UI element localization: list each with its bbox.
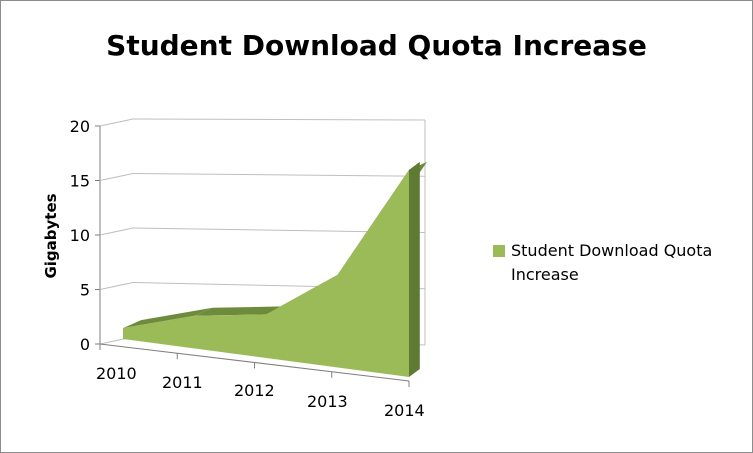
y-tick-label: 20 (70, 117, 90, 136)
y-axis-title: Gigabytes (42, 193, 60, 278)
x-tick-label: 2014 (384, 401, 425, 420)
legend-label: Student Download Quota Increase (511, 241, 713, 284)
gridline (132, 118, 426, 121)
legend: Student Download Quota Increase (493, 239, 733, 287)
chart-title: Student Download Quota Increase (106, 29, 647, 62)
y-tick-label: 15 (70, 172, 90, 191)
gridline-side (99, 173, 134, 181)
area-top-surface (123, 307, 213, 329)
legend-swatch (493, 245, 505, 257)
area-series (123, 169, 409, 377)
x-tick-label: 2013 (307, 392, 348, 411)
gridline-side (99, 227, 134, 236)
area-top-surface (194, 306, 284, 316)
y-tick-label: 0 (80, 335, 90, 354)
gridline-side (99, 118, 134, 127)
x-tick-label: 2010 (96, 364, 137, 383)
y-tick-label: 5 (80, 281, 90, 300)
gridline-side (99, 282, 134, 290)
area-side-face (409, 161, 420, 377)
y-tick-label: 10 (70, 226, 90, 245)
x-tick-label: 2011 (162, 373, 203, 392)
x-tick-label: 2012 (234, 381, 275, 400)
gridline (132, 173, 426, 177)
